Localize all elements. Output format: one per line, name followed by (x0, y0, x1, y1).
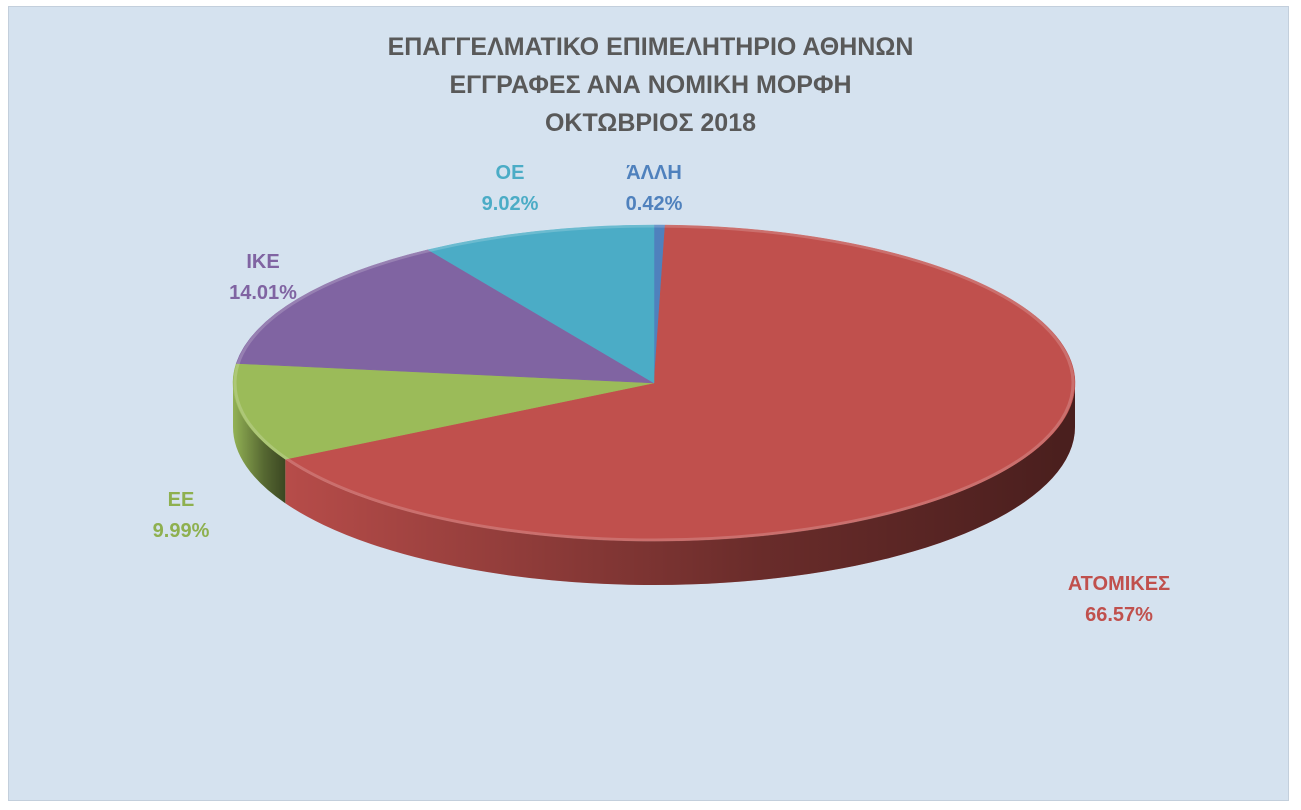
slice-label-3: ΕΕ (168, 489, 195, 511)
chart-title: ΕΠΑΓΓΕΛΜΑΤΙΚΟ ΕΠΙΜΕΛΗΤΗΡΙΟ ΑΘΗΝΩΝ ΕΓΓΡΑΦ… (0, 28, 1301, 142)
slice-value-2: 66.57% (1085, 604, 1153, 626)
slice-value-5: 9.02% (482, 193, 539, 215)
slice-label-1: ΆΛΛΗ (626, 162, 682, 184)
slice-2-top (284, 224, 1076, 542)
slice-label-2: ΑΤΟΜΙΚΕΣ (1068, 573, 1170, 595)
slice-2-side-shade (285, 383, 1076, 586)
chart-title-line-2: ΕΓΓΡΑΦΕΣ ΑΝΑ ΝΟΜΙΚΗ ΜΟΡΦΗ (449, 71, 852, 99)
slice-value-3: 9.99% (153, 520, 210, 542)
chart-title-line-1: ΕΠΑΓΓΕΛΜΑΤΙΚΟ ΕΠΙΜΕΛΗΤΗΡΙΟ ΑΘΗΝΩΝ (387, 33, 914, 61)
slice-4-top (235, 249, 655, 384)
slice-label-5: ΟΕ (496, 162, 525, 184)
slice-value-1: 0.42% (626, 193, 683, 215)
slice-value-4: 14.01% (229, 282, 297, 304)
slice-3-top (232, 363, 655, 460)
chart-title-line-3: ΟΚΤΩΒΡΙΟΣ 2018 (544, 109, 757, 137)
slice-5-top (427, 224, 655, 384)
pie-rim-highlight (233, 224, 1075, 542)
slice-3-side-shade (233, 383, 286, 504)
slice-label-4: ΙΚΕ (246, 251, 279, 273)
